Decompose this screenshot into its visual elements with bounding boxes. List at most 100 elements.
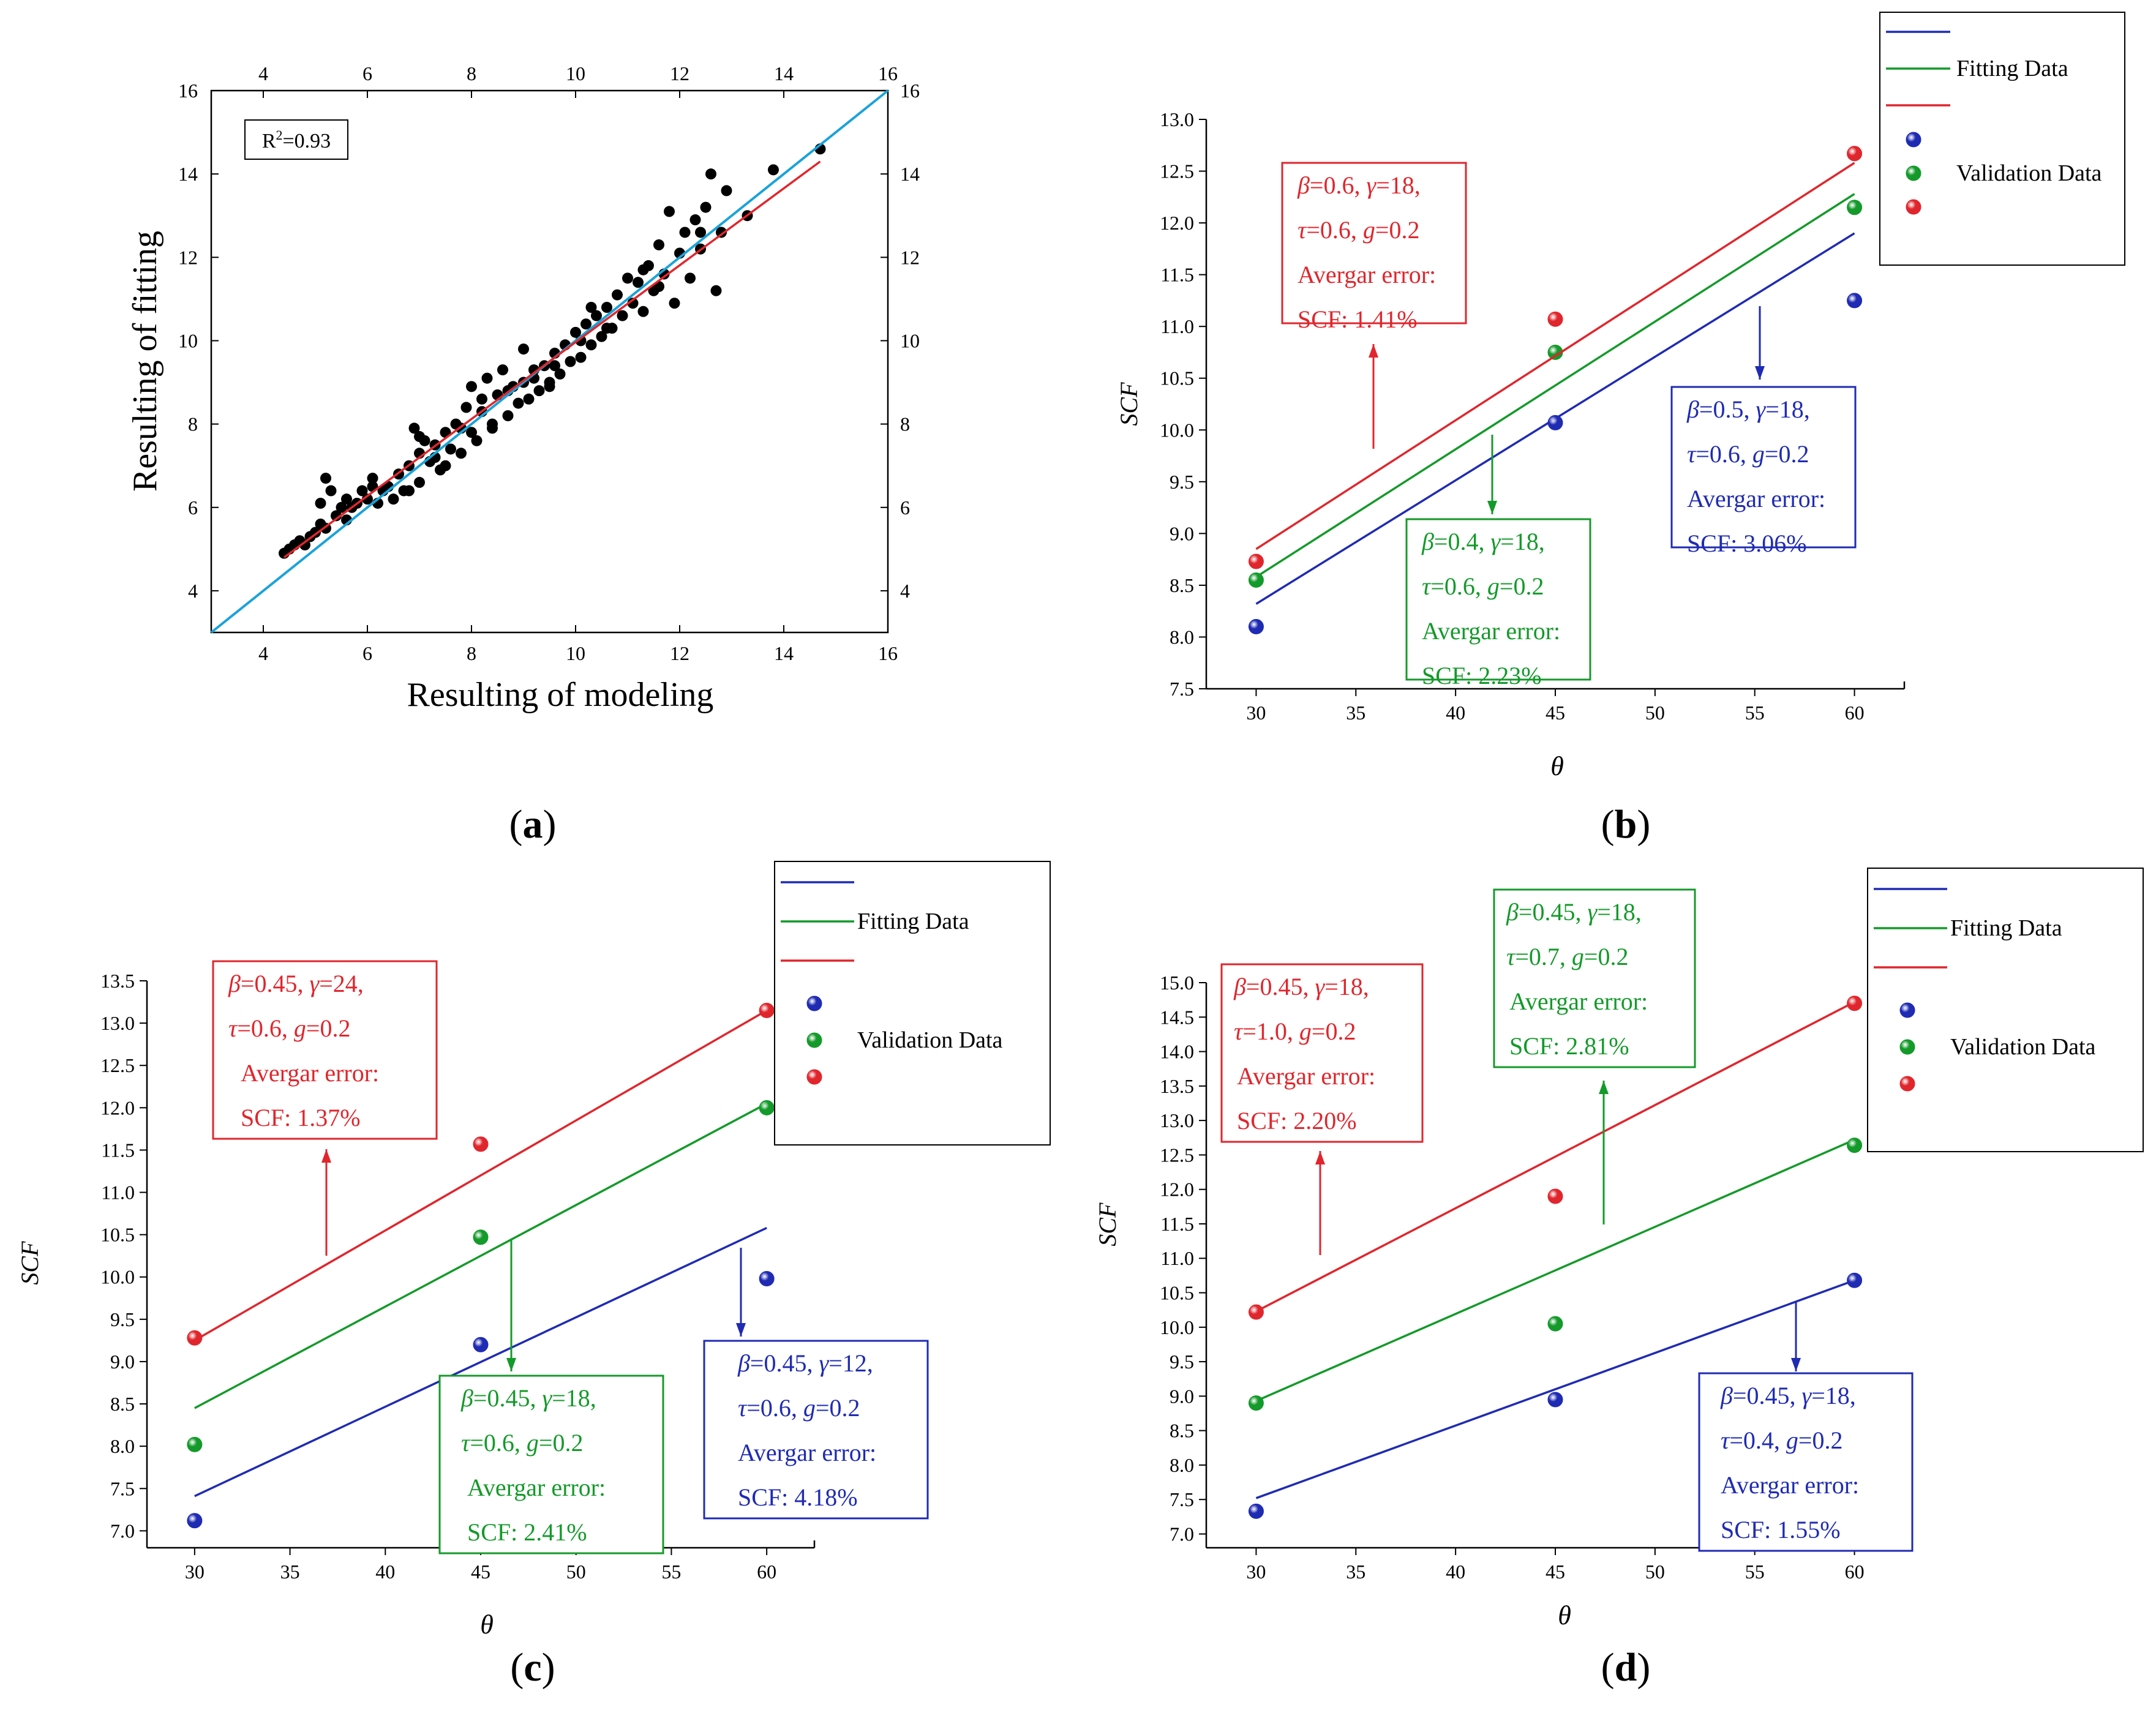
y-tick-label: 16 [178,80,198,102]
scatter-point [497,364,508,376]
panel-label: (a) [509,802,557,847]
validation-point-blue [1248,619,1264,635]
y-tick-label: 12 [178,246,198,268]
annotation-line: SCF: 2.20% [1237,1107,1357,1134]
panel-label-open: ( [1601,802,1615,847]
rich-text-span: τ [228,1014,238,1042]
legend-validation-label: Validation Data [857,1027,1003,1053]
legend-ball-green [1899,1039,1915,1055]
validation-point-red [1847,146,1863,162]
rich-text-span: γ [1490,528,1501,555]
panel-label-letter: a [523,802,543,847]
rich-text-span: γ [1801,1382,1812,1409]
r2-box [244,119,348,160]
scatter-point [669,298,680,309]
x-tick-label: 55 [1745,702,1765,724]
rich-text-span: =0.6, [1696,440,1752,468]
scatter-point [685,272,696,284]
annotation-line: SCF: 1.37% [241,1104,361,1131]
annotation-box-red [1220,963,1424,1143]
fit-line-green [1255,193,1855,578]
rich-text-span: =18, [1597,898,1642,926]
annotation-line: β=0.4, γ=18, [1421,528,1545,555]
rich-text-span: =0.2 [1584,943,1629,970]
scatter-point [466,381,477,392]
legend-fitting-label: Fitting Data [857,909,969,934]
annotation-line: τ=0.6, g=0.2 [1687,440,1809,468]
annotation-arrowhead-green [1599,1081,1609,1094]
annotation-line: β=0.45, γ=18, [1720,1382,1856,1409]
annotation-red: β=0.45, γ=24, τ=0.6, g=0.2 Avergar error: S… [212,960,438,1256]
validation-point-green [1547,1316,1563,1332]
scatter-point [518,343,529,355]
validation-point-red [187,1330,203,1346]
scatter-point [679,227,691,238]
y-tick-label: 8.0 [1170,1454,1194,1476]
x-tick-label: 14 [774,642,794,664]
fit-line [283,160,821,558]
fit-line-green [1255,1139,1855,1402]
x-tick-label: 40 [1446,1561,1465,1583]
legend-ball-blue [1899,1002,1915,1018]
rich-text-span: =0.4, [1729,1427,1786,1454]
rich-text-span: β [1297,171,1310,199]
scatter-point [476,393,487,405]
scatter-point [414,476,425,488]
rich-text-span: τ [1422,572,1432,600]
rich-text-span: =18, [1811,1382,1856,1409]
scatter-point [612,289,623,301]
annotation-line: τ=0.6, g=0.2 [738,1394,860,1422]
y-tick-label: 12.0 [1160,1179,1194,1201]
rich-text-span: =0.45, [1246,973,1315,1000]
x-tick-label-top: 16 [878,62,898,84]
validation-point-blue [1248,1503,1264,1519]
scatter-point [591,310,602,321]
fit-line-green [194,1102,767,1409]
scatter-point [700,201,712,213]
validation-point-green [1248,572,1264,588]
rich-text-span: β [1686,396,1699,423]
scatter-point [716,227,727,238]
x-tick-label-top: 10 [566,62,585,84]
scatter-point [617,310,628,321]
annotation-blue: β=0.45, γ=12, τ=0.6, g=0.2 Avergar error: S… [703,1248,929,1520]
scatter-point [705,168,716,180]
y-tick-label: 10 [178,329,198,351]
scatter-point [633,277,644,288]
x-tick-label: 60 [1845,702,1865,724]
rich-text-span: τ [1506,943,1516,970]
rich-text-span: γ [1587,898,1598,926]
y-tick-label: 11.5 [1160,264,1194,286]
y-tick-label-right: 16 [900,80,920,102]
y-tick-label: 12.5 [1160,160,1194,182]
rich-text-span: =0.2 [816,1394,860,1422]
annotation-box-green [1405,518,1591,681]
annotation-line: τ=0.4, g=0.2 [1721,1427,1842,1454]
x-tick-label-top: 8 [467,62,476,84]
panel-c: 30 35 40 45 50 55 60 7.0 7.5 8.0 8.5 9.0 9.5 10.0 10.5… [16,861,1051,1690]
y-tick-label: 10.0 [100,1266,135,1288]
legend-ball-blue [806,996,822,1011]
validation-point-red [1248,1304,1264,1320]
validation-point-red [1248,553,1264,569]
scatter-point [689,214,701,226]
y-tick-label: 10.5 [100,1224,135,1246]
annotation-line: SCF: 2.81% [1509,1032,1629,1060]
rich-text-span: =0.2 [1500,572,1544,600]
scatter-point [367,473,378,484]
annotation-arrowhead-red [1369,344,1378,358]
x-tick-label: 50 [566,1561,586,1583]
y-tick-label: 10.5 [1160,367,1194,389]
y-axis-title: SCF [16,1241,43,1285]
annotation-line: Avergar error: [241,1059,379,1087]
annotation-line: Avergar error: [738,1439,876,1466]
annotation-green: β=0.45, γ=18, τ=0.6, g=0.2 Avergar error: S… [438,1239,664,1554]
annotation-line: Avergar error: [1721,1471,1859,1499]
y-tick-label: 8.5 [1170,1420,1194,1442]
x-tick-label: 45 [1546,1561,1565,1583]
fit-line-red [1255,162,1855,550]
annotation-arrowhead-blue [1755,366,1765,380]
rich-text-span: =0.2 [1375,216,1420,244]
